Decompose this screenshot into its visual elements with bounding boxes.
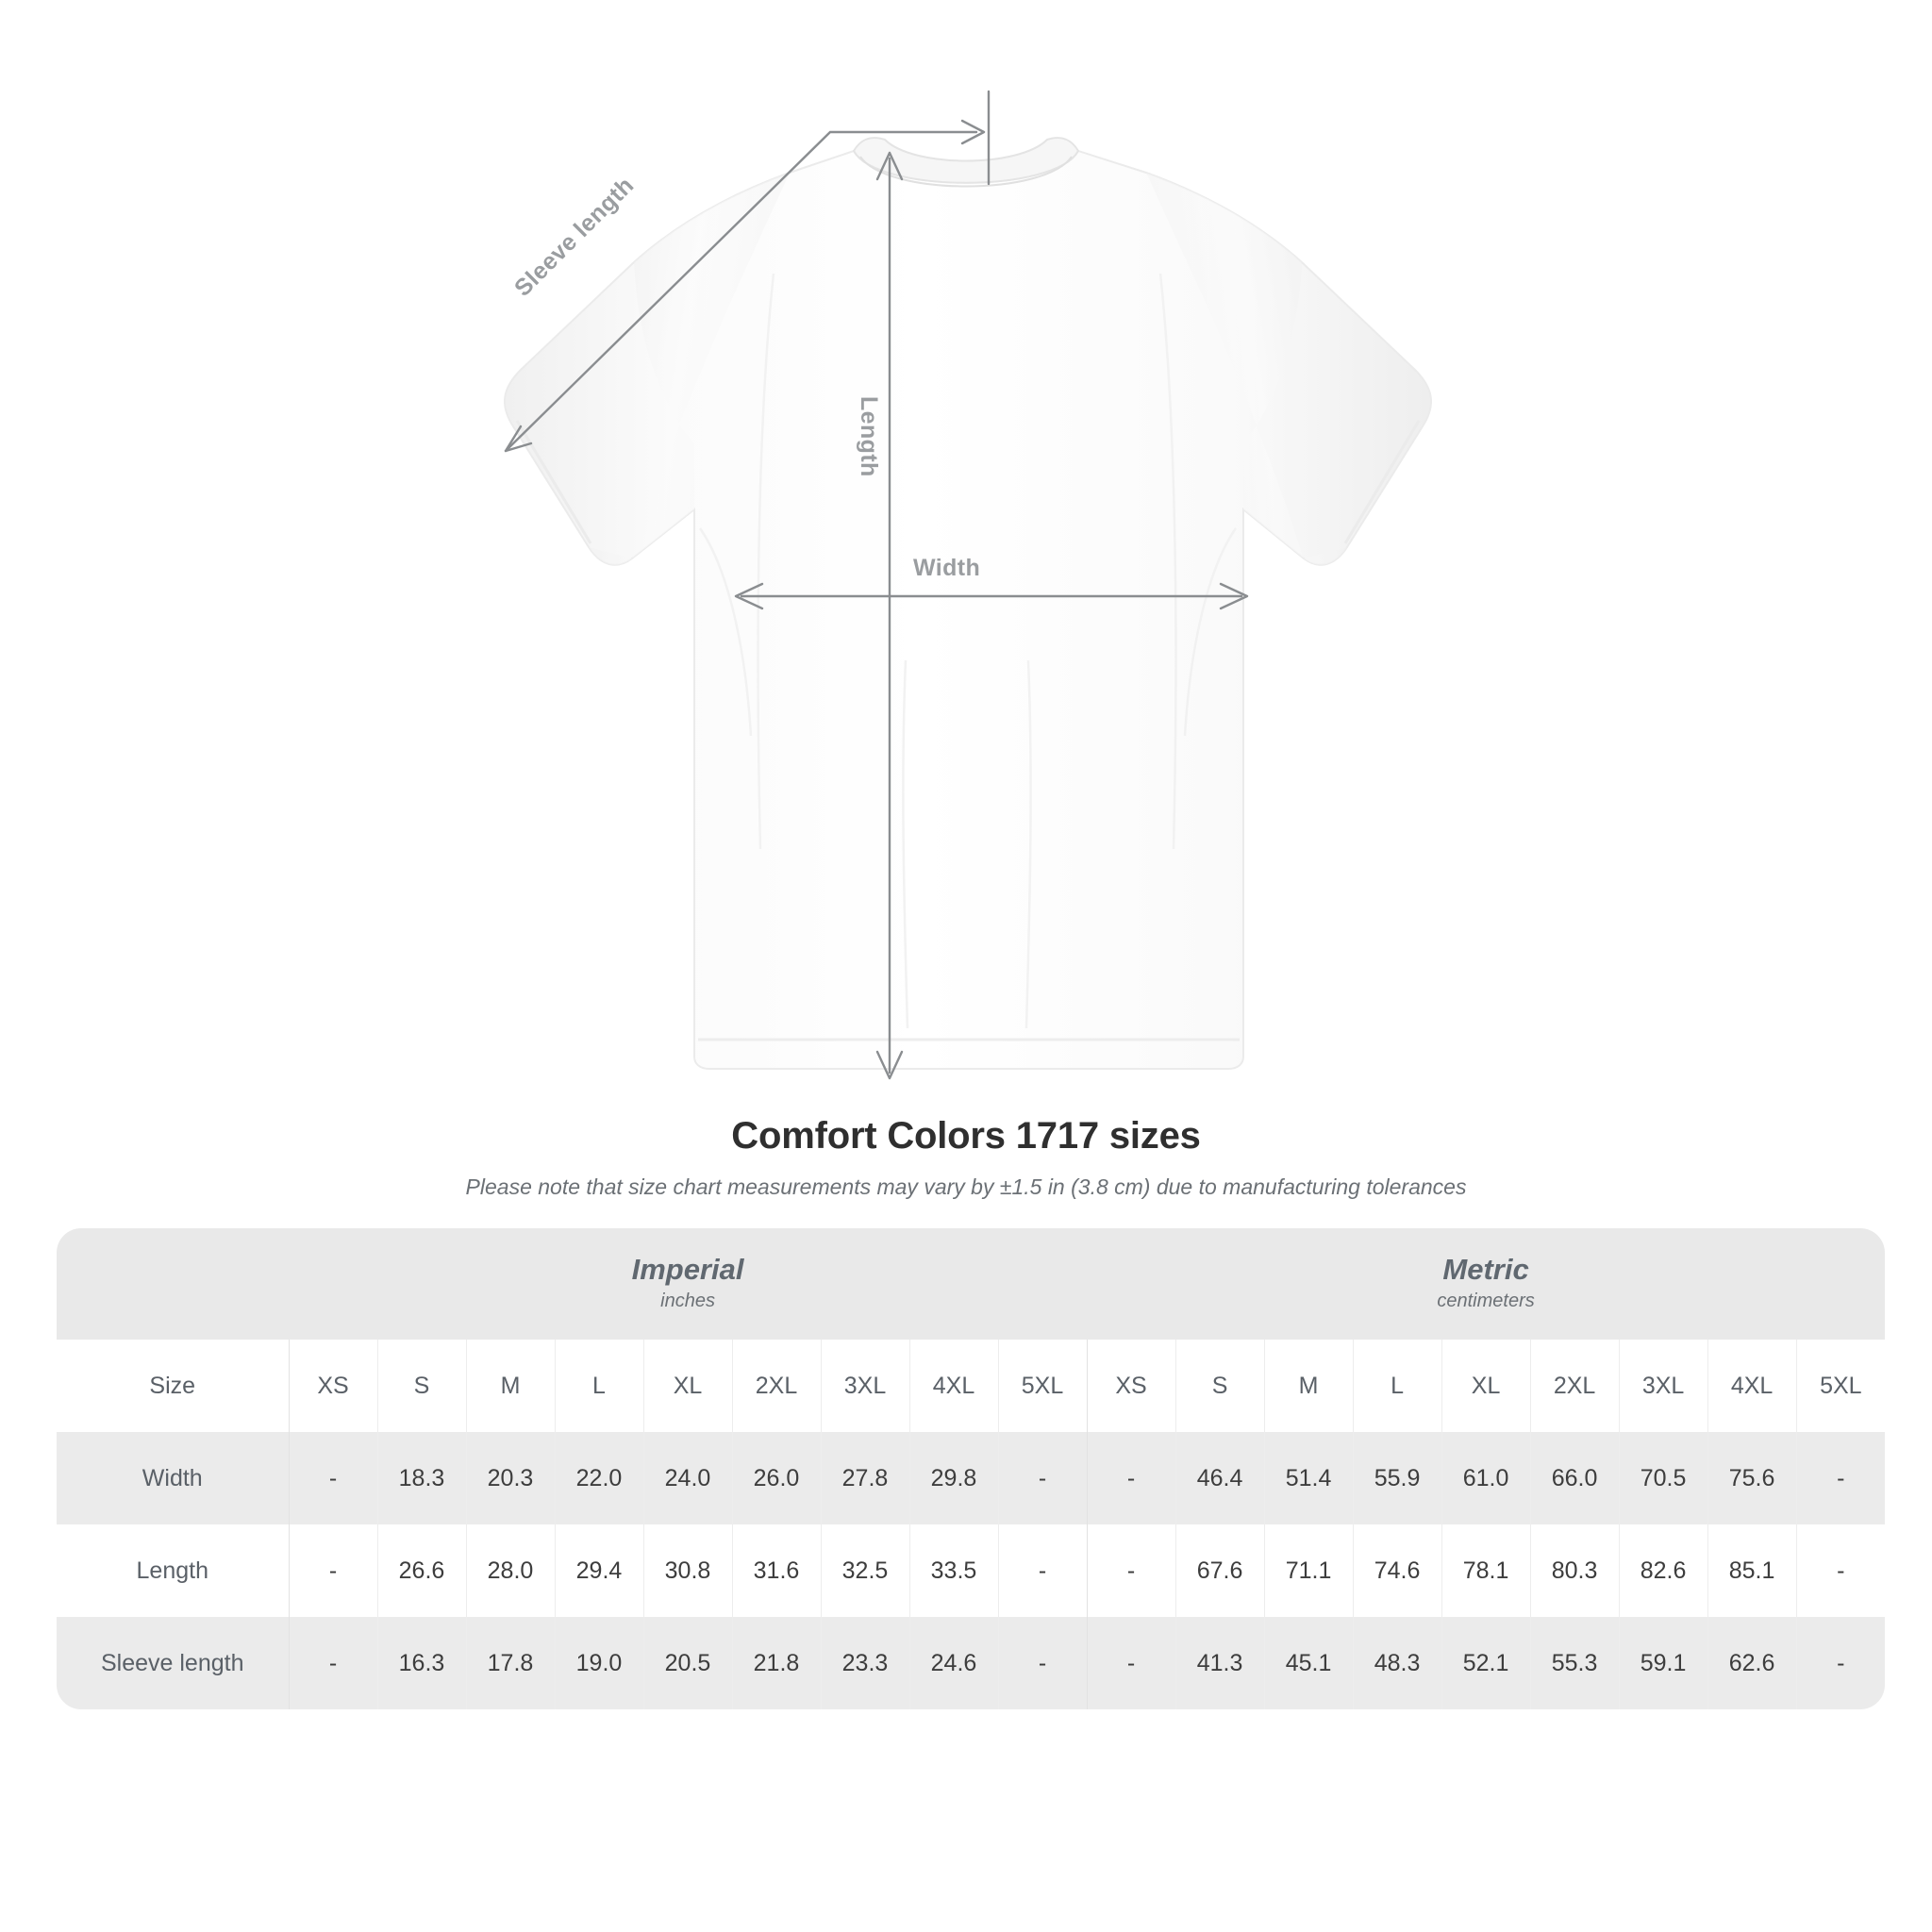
table-row: Sleeve length - 16.3 17.8 19.0 20.5 21.8… xyxy=(57,1617,1886,1709)
cell-sleeve-metric-s: 41.3 xyxy=(1174,1617,1265,1709)
unit-sub-metric: centimeters xyxy=(1437,1290,1535,1311)
size-header-imperial-4xl: 4XL xyxy=(908,1340,998,1432)
cell-width-imperial-4xl: 29.8 xyxy=(908,1432,998,1524)
cell-length-imperial-s: 26.6 xyxy=(376,1524,466,1617)
cell-width-imperial-5xl: - xyxy=(997,1432,1088,1524)
title-block: Comfort Colors 1717 sizes Please note th… xyxy=(0,1115,1932,1200)
cell-length-imperial-3xl: 32.5 xyxy=(820,1524,909,1617)
cell-width-imperial-m: 20.3 xyxy=(465,1432,555,1524)
size-header-label: Size xyxy=(57,1340,289,1432)
cell-sleeve-imperial-3xl: 23.3 xyxy=(820,1617,909,1709)
chart-title: Comfort Colors 1717 sizes xyxy=(731,1115,1201,1157)
size-header-imperial-3xl: 3XL xyxy=(820,1340,909,1432)
size-header-imperial-s: S xyxy=(376,1340,466,1432)
cell-length-metric-m: 71.1 xyxy=(1263,1524,1354,1617)
size-header-imperial-m: M xyxy=(465,1340,555,1432)
size-header-metric-5xl: 5XL xyxy=(1795,1340,1886,1432)
cell-sleeve-imperial-4xl: 24.6 xyxy=(908,1617,998,1709)
cell-sleeve-metric-xl: 52.1 xyxy=(1441,1617,1531,1709)
row-label-sleeve-length: Sleeve length xyxy=(57,1617,289,1709)
cell-length-metric-l: 74.6 xyxy=(1352,1524,1442,1617)
cell-sleeve-metric-l: 48.3 xyxy=(1352,1617,1442,1709)
unit-sub-imperial: inches xyxy=(660,1290,715,1311)
cell-length-imperial-2xl: 31.6 xyxy=(731,1524,821,1617)
cell-sleeve-imperial-xl: 20.5 xyxy=(642,1617,732,1709)
cell-sleeve-metric-3xl: 59.1 xyxy=(1618,1617,1708,1709)
cell-sleeve-imperial-l: 19.0 xyxy=(554,1617,643,1709)
cell-width-imperial-xs: - xyxy=(288,1432,377,1524)
cell-sleeve-metric-xs: - xyxy=(1086,1617,1176,1709)
cell-width-imperial-s: 18.3 xyxy=(376,1432,466,1524)
cell-width-metric-3xl: 70.5 xyxy=(1618,1432,1708,1524)
cell-width-metric-4xl: 75.6 xyxy=(1707,1432,1797,1524)
unit-header-imperial: Imperial inches xyxy=(289,1228,1088,1340)
cell-width-metric-s: 46.4 xyxy=(1174,1432,1265,1524)
cell-length-imperial-xs: - xyxy=(288,1524,377,1617)
cell-length-metric-2xl: 80.3 xyxy=(1529,1524,1620,1617)
size-header-metric-xs: XS xyxy=(1086,1340,1176,1432)
unit-name-imperial: Imperial xyxy=(631,1253,744,1287)
cell-sleeve-metric-4xl: 62.6 xyxy=(1707,1617,1797,1709)
size-header-metric-s: S xyxy=(1174,1340,1265,1432)
row-label-length: Length xyxy=(57,1524,289,1617)
size-header-imperial-5xl: 5XL xyxy=(997,1340,1088,1432)
cell-sleeve-imperial-2xl: 21.8 xyxy=(731,1617,821,1709)
cell-sleeve-imperial-s: 16.3 xyxy=(376,1617,466,1709)
cell-length-imperial-l: 29.4 xyxy=(554,1524,643,1617)
cell-sleeve-imperial-xs: - xyxy=(288,1617,377,1709)
cell-width-imperial-2xl: 26.0 xyxy=(731,1432,821,1524)
cell-width-metric-m: 51.4 xyxy=(1263,1432,1354,1524)
size-header-metric-3xl: 3XL xyxy=(1618,1340,1708,1432)
size-header-metric-xl: XL xyxy=(1441,1340,1531,1432)
measurement-lines xyxy=(504,90,1249,1080)
cell-sleeve-metric-5xl: - xyxy=(1795,1617,1886,1709)
cell-length-imperial-4xl: 33.5 xyxy=(908,1524,998,1617)
unit-header-row: Imperial inches Metric centimeters xyxy=(57,1228,1886,1340)
size-header-imperial-xs: XS xyxy=(288,1340,377,1432)
cell-length-imperial-5xl: - xyxy=(997,1524,1088,1617)
length-dimension-label: Length xyxy=(856,396,882,477)
size-chart-table-wrapper: Imperial inches Metric centimeters Size … xyxy=(57,1228,1886,1709)
size-header-metric-4xl: 4XL xyxy=(1707,1340,1797,1432)
size-header-imperial-2xl: 2XL xyxy=(731,1340,821,1432)
width-dimension-label: Width xyxy=(913,555,981,581)
unit-header-metric: Metric centimeters xyxy=(1087,1228,1886,1340)
size-header-metric-l: L xyxy=(1352,1340,1442,1432)
cell-sleeve-imperial-m: 17.8 xyxy=(465,1617,555,1709)
size-header-metric-2xl: 2XL xyxy=(1529,1340,1620,1432)
unit-name-metric: Metric xyxy=(1442,1253,1529,1287)
size-header-imperial-l: L xyxy=(554,1340,643,1432)
cell-sleeve-imperial-5xl: - xyxy=(997,1617,1088,1709)
table-row: Width - 18.3 20.3 22.0 24.0 26.0 27.8 29… xyxy=(57,1432,1886,1524)
cell-length-metric-5xl: - xyxy=(1795,1524,1886,1617)
cell-width-metric-l: 55.9 xyxy=(1352,1432,1442,1524)
size-header-metric-m: M xyxy=(1263,1340,1354,1432)
cell-length-metric-4xl: 85.1 xyxy=(1707,1524,1797,1617)
tshirt-diagram: Sleeve length Length Width xyxy=(503,90,1433,1080)
chart-subtitle: Please note that size chart measurements… xyxy=(465,1174,1467,1199)
cell-width-metric-2xl: 66.0 xyxy=(1529,1432,1620,1524)
size-header-row: Size XS S M L XL 2XL 3XL 4XL 5XL XS S M … xyxy=(57,1340,1886,1432)
size-header-imperial-xl: XL xyxy=(642,1340,732,1432)
cell-length-metric-3xl: 82.6 xyxy=(1618,1524,1708,1617)
row-label-width: Width xyxy=(57,1432,289,1524)
cell-length-metric-xs: - xyxy=(1086,1524,1176,1617)
size-chart-table: Imperial inches Metric centimeters Size … xyxy=(57,1228,1886,1709)
cell-width-metric-5xl: - xyxy=(1795,1432,1886,1524)
cell-sleeve-metric-2xl: 55.3 xyxy=(1529,1617,1620,1709)
cell-length-imperial-xl: 30.8 xyxy=(642,1524,732,1617)
tshirt-illustration xyxy=(503,90,1433,1080)
cell-length-imperial-m: 28.0 xyxy=(465,1524,555,1617)
cell-width-imperial-3xl: 27.8 xyxy=(820,1432,909,1524)
cell-width-imperial-l: 22.0 xyxy=(554,1432,643,1524)
cell-sleeve-metric-m: 45.1 xyxy=(1263,1617,1354,1709)
shirt-shape xyxy=(503,137,1433,1070)
table-row: Length - 26.6 28.0 29.4 30.8 31.6 32.5 3… xyxy=(57,1524,1886,1617)
cell-width-metric-xl: 61.0 xyxy=(1441,1432,1531,1524)
cell-length-metric-s: 67.6 xyxy=(1174,1524,1265,1617)
cell-width-metric-xs: - xyxy=(1086,1432,1176,1524)
cell-length-metric-xl: 78.1 xyxy=(1441,1524,1531,1617)
unit-header-spacer xyxy=(57,1228,289,1340)
cell-width-imperial-xl: 24.0 xyxy=(642,1432,732,1524)
